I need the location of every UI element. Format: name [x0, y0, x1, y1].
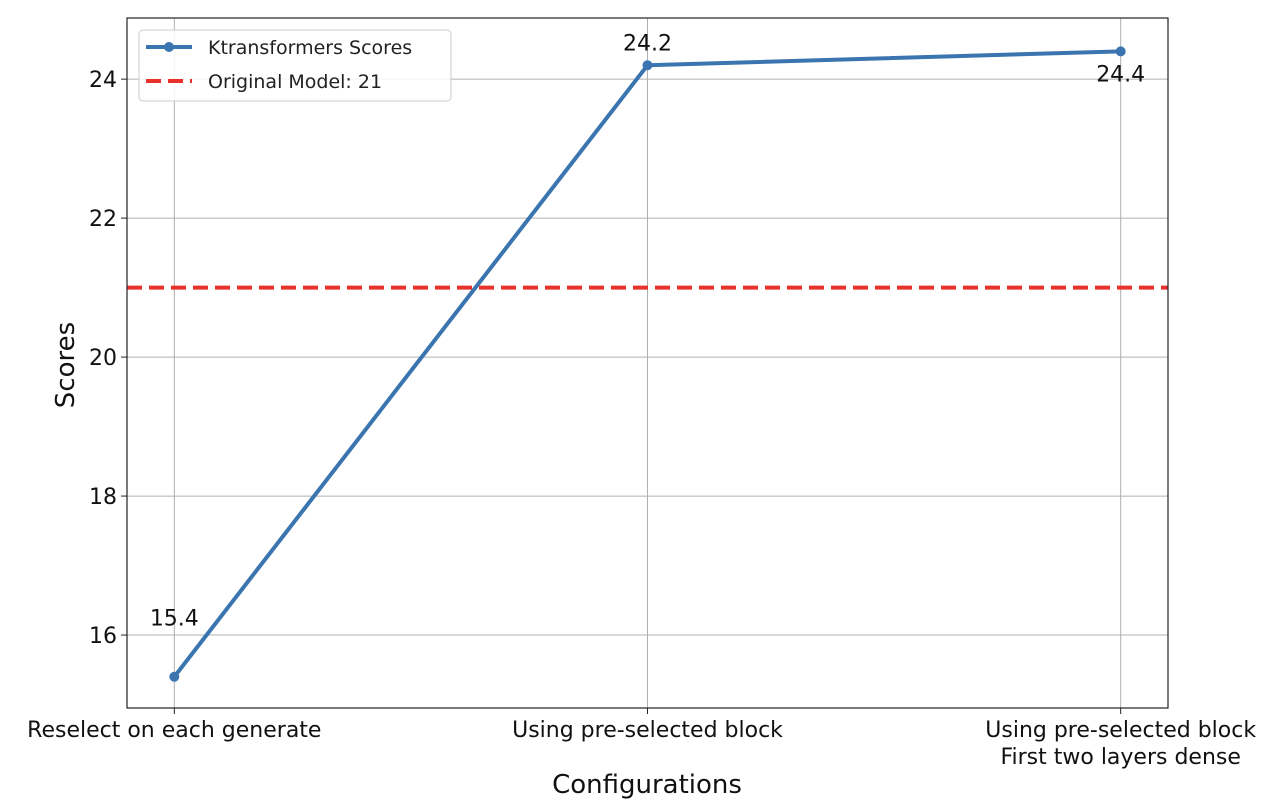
y-tick-label: 22 [89, 207, 117, 232]
legend-box [138, 29, 452, 102]
y-tick-label: 18 [89, 485, 117, 510]
x-tick-label-line: First two layers dense [1000, 745, 1240, 770]
y-tick-label: 16 [89, 624, 117, 649]
data-point [642, 60, 653, 71]
grid [127, 18, 1168, 708]
x-tick-label: Using pre-selected block [512, 718, 783, 743]
data-label: 15.4 [150, 607, 199, 632]
data-point [1115, 46, 1126, 57]
x-tick-label-line: Using pre-selected block [985, 718, 1256, 743]
legend: Ktransformers Scores Original Model: 21 [138, 29, 452, 102]
data-label: 24.2 [623, 31, 672, 56]
y-ticks: 16 18 20 22 24 [89, 68, 127, 649]
y-tick-label: 20 [89, 346, 117, 371]
data-label: 24.4 [1096, 62, 1145, 87]
legend-marker-series [164, 42, 174, 52]
x-tick-label-line: Reselect on each generate [27, 718, 321, 743]
x-tick-label-line: Using pre-selected block [512, 718, 783, 743]
x-ticks: Reselect on each generate Using pre-selec… [27, 708, 1256, 770]
legend-label-series: Ktransformers Scores [208, 37, 412, 59]
series: 15.4 24.2 24.4 [150, 31, 1145, 682]
data-point [169, 671, 180, 682]
x-tick-label: Reselect on each generate [27, 718, 321, 743]
x-tick-label: Using pre-selected block First two layers… [985, 718, 1256, 770]
x-axis-label: Configurations [552, 770, 742, 800]
y-axis-label: Scores [51, 322, 81, 408]
legend-label-reference: Original Model: 21 [208, 71, 382, 93]
y-tick-label: 24 [89, 68, 117, 93]
